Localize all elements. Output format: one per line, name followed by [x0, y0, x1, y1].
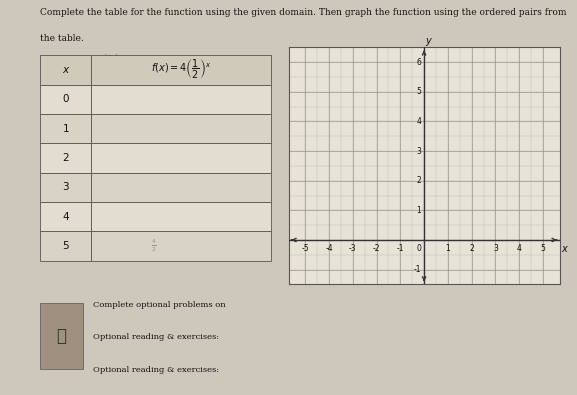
Text: Complete the table for the function using the given domain. Then graph the funct: Complete the table for the function usin… [40, 8, 567, 17]
Text: ✊: ✊ [57, 327, 66, 346]
Text: 5: 5 [541, 243, 545, 252]
Bar [91, 202, 271, 231]
Bar [40, 231, 91, 261]
Bar [40, 143, 91, 173]
Text: -5: -5 [301, 243, 309, 252]
Bar [40, 55, 91, 85]
Text: Complete optional problems on: Complete optional problems on [93, 301, 228, 308]
Bar [40, 202, 91, 231]
Text: 0: 0 [62, 94, 69, 104]
Text: 1: 1 [62, 124, 69, 134]
Bar [91, 231, 271, 261]
Text: 3: 3 [417, 147, 421, 156]
Text: 2: 2 [417, 176, 421, 185]
Text: 10.  $f(x) = 4\left(\dfrac{1}{2}\right)^x$: 10. $f(x) = 4\left(\dfrac{1}{2}\right)^x… [40, 51, 128, 77]
Bar [40, 303, 83, 369]
Text: 6: 6 [417, 58, 421, 67]
Bar [91, 143, 271, 173]
Bar [91, 85, 271, 114]
Text: -4: -4 [325, 243, 333, 252]
Text: 4: 4 [62, 212, 69, 222]
Text: $x$: $x$ [62, 65, 70, 75]
Text: $\frac{4}{2}$: $\frac{4}{2}$ [151, 238, 157, 254]
Text: 1: 1 [445, 243, 450, 252]
Text: y: y [425, 36, 430, 46]
Text: 2: 2 [469, 243, 474, 252]
Text: 5: 5 [62, 241, 69, 251]
Bar [40, 173, 91, 202]
Text: 0: 0 [417, 243, 421, 252]
Text: 2: 2 [62, 153, 69, 163]
Text: 5: 5 [417, 87, 421, 96]
Text: -1: -1 [396, 243, 404, 252]
Text: 3: 3 [493, 243, 498, 252]
Text: 4: 4 [517, 243, 522, 252]
Bar [40, 114, 91, 143]
Bar [40, 85, 91, 114]
Text: -1: -1 [414, 265, 421, 274]
Text: 4: 4 [417, 117, 421, 126]
Text: 1: 1 [417, 206, 421, 215]
Text: 3: 3 [62, 182, 69, 192]
Text: x: x [561, 244, 567, 254]
Bar [91, 173, 271, 202]
Text: $f(x) = 4\left(\dfrac{1}{2}\right)^x$: $f(x) = 4\left(\dfrac{1}{2}\right)^x$ [151, 58, 211, 81]
Text: -2: -2 [373, 243, 380, 252]
Bar [91, 55, 271, 85]
Bar [91, 114, 271, 143]
Text: Optional reading & exercises:: Optional reading & exercises: [93, 366, 222, 374]
Text: the table.: the table. [40, 34, 84, 43]
Text: Optional reading & exercises:: Optional reading & exercises: [93, 333, 222, 341]
Text: -3: -3 [349, 243, 357, 252]
